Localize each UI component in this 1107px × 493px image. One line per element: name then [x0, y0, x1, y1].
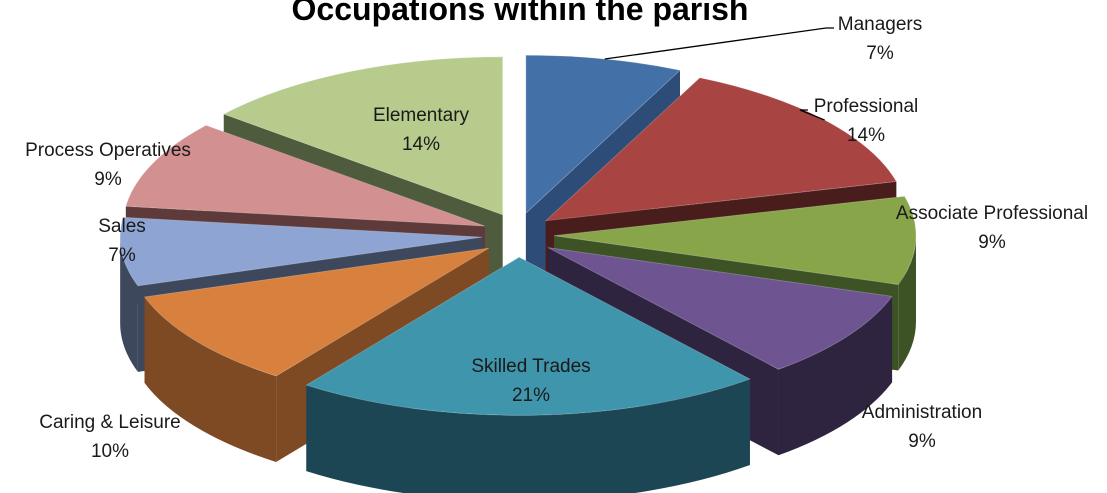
slice-category-sales: Sales: [98, 216, 146, 237]
slice-outer-side-associate-professional: [898, 235, 916, 371]
slice-label-associate-professional: Associate Professional 9%: [896, 203, 1088, 253]
slice-category-caring-and-leisure: Caring & Leisure: [39, 412, 181, 433]
slice-elementary: [222, 56, 504, 216]
slice-value-sales: 7%: [108, 245, 136, 266]
slice-process-operatives: [125, 124, 486, 227]
slice-category-managers: Managers: [838, 14, 923, 35]
slice-label-caring-and-leisure: Caring & Leisure 10%: [39, 412, 181, 462]
slice-outer-side-skilled-trades: [306, 379, 750, 493]
slice-value-professional: 14%: [847, 125, 885, 146]
leader-lines: [604, 27, 834, 121]
slice-skilled-trades: [305, 256, 751, 416]
slice-label-sales: Sales 7%: [98, 216, 146, 266]
slice-label-professional: Professional 14%: [814, 96, 919, 146]
slice-caring-and-leisure: [143, 247, 490, 377]
leader-line-managers: [604, 27, 834, 60]
slice-category-skilled-trades: Skilled Trades: [471, 356, 590, 377]
slice-label-process-operatives: Process Operatives 9%: [25, 140, 191, 190]
slice-label-managers: Managers 7%: [838, 14, 923, 64]
slice-category-administration: Administration: [862, 402, 982, 423]
slice-value-managers: 7%: [866, 43, 894, 64]
slice-labels: Managers 7% Professional 14% Associate Profe…: [25, 14, 1088, 462]
slice-outer-side-sales: [120, 237, 138, 372]
slice-value-administration: 9%: [908, 431, 936, 452]
slice-outer-side-administration: [778, 296, 893, 456]
slice-value-caring-and-leisure: 10%: [91, 441, 129, 462]
slice-managers: [525, 54, 681, 215]
slice-category-process-operatives: Process Operatives: [25, 140, 191, 161]
slice-category-associate-professional: Associate Professional: [896, 203, 1088, 224]
slice-sales: [119, 216, 483, 287]
slice-label-skilled-trades: Skilled Trades 21%: [471, 356, 590, 406]
slice-outer-side-caring-and-leisure: [144, 296, 277, 462]
slice-label-administration: Administration 9%: [862, 402, 982, 452]
slice-value-associate-professional: 9%: [978, 232, 1006, 253]
chart-title: Occupations within the parish: [292, 0, 749, 27]
slice-category-professional: Professional: [814, 96, 919, 117]
slice-label-elementary: Elementary 14%: [373, 105, 470, 155]
slice-administration: [547, 247, 893, 370]
slice-value-skilled-trades: 21%: [512, 385, 550, 406]
slice-associate-professional: [553, 195, 917, 285]
slice-value-elementary: 14%: [402, 134, 440, 155]
leader-line-professional: [799, 109, 825, 121]
slice-category-elementary: Elementary: [373, 105, 470, 126]
slice-value-process-operatives: 9%: [94, 169, 122, 190]
